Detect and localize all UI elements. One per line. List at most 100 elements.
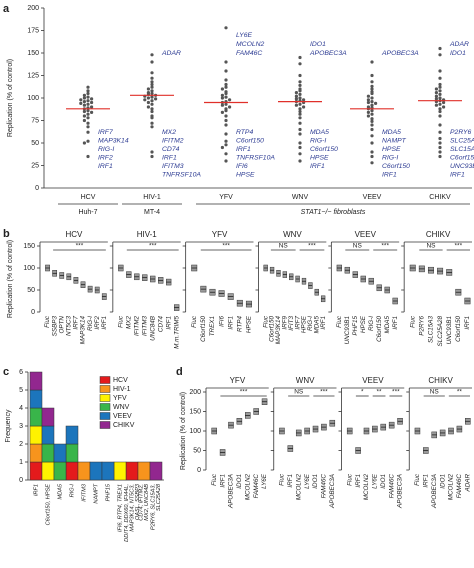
x-tick-label: SLC25A28 bbox=[156, 483, 162, 511]
data-point bbox=[86, 112, 90, 116]
data-point bbox=[438, 114, 442, 118]
gene-label: NAMPT bbox=[382, 137, 407, 144]
gene-label: HPSE bbox=[236, 171, 255, 178]
x-tick-label: IRF7 bbox=[73, 316, 80, 330]
x-tick-label: M.m.TRIM5 bbox=[173, 316, 180, 349]
x-tick-label: RIG-I bbox=[87, 316, 94, 331]
data-point bbox=[434, 97, 438, 101]
y-tick-label: 3 bbox=[19, 423, 23, 430]
bar-segment bbox=[29, 425, 43, 445]
panel-title: YFV bbox=[230, 376, 246, 385]
data-point bbox=[370, 134, 374, 138]
data-point bbox=[438, 53, 442, 57]
y-tick-label: 5 bbox=[19, 387, 23, 394]
data-point bbox=[298, 83, 302, 87]
gene-label: C6orf150 bbox=[382, 163, 410, 170]
data-point bbox=[86, 121, 90, 125]
gene-label: FAM46C bbox=[236, 50, 262, 57]
legend-label: WNV bbox=[113, 404, 130, 411]
x-tick-label: IDO1 bbox=[236, 474, 243, 489]
data-point bbox=[90, 100, 94, 105]
sig-label: NS bbox=[430, 389, 440, 396]
data-point bbox=[438, 145, 442, 150]
panel-title: CHIKV bbox=[428, 376, 453, 385]
data-point bbox=[150, 109, 154, 114]
bar-segment bbox=[29, 389, 43, 409]
data-point bbox=[438, 123, 442, 127]
gene-label: IDO1 bbox=[450, 50, 466, 57]
sig-label: ** bbox=[377, 389, 383, 396]
gene-label: ADAR bbox=[449, 41, 469, 48]
x-tick-label: CD74, IFITM2, bbox=[139, 484, 145, 521]
x-tick-label: LY6E bbox=[304, 473, 311, 489]
x-tick-label: IRF1 bbox=[464, 316, 471, 330]
x-tick-label: NAMPT bbox=[93, 483, 99, 503]
bar-segment bbox=[29, 443, 43, 463]
data-point bbox=[224, 159, 228, 163]
data-point bbox=[370, 84, 374, 88]
data-point bbox=[298, 96, 302, 100]
x-tick-label: FAM46C bbox=[456, 474, 463, 499]
y-tick-label: 0 bbox=[31, 309, 35, 316]
data-point bbox=[438, 92, 442, 96]
data-point bbox=[294, 103, 298, 107]
x-tick-label: HPSE bbox=[360, 315, 367, 333]
data-point bbox=[82, 114, 86, 118]
data-point bbox=[370, 117, 374, 121]
data-point bbox=[366, 100, 370, 105]
gene-label: IDO1 bbox=[310, 41, 326, 48]
data-point bbox=[298, 55, 302, 60]
panel-title: WNV bbox=[296, 376, 315, 385]
data-point bbox=[370, 154, 374, 159]
x-tick-label: FAM46C bbox=[253, 474, 260, 499]
data-point bbox=[150, 85, 154, 89]
data-point bbox=[90, 97, 94, 101]
data-point bbox=[438, 85, 442, 89]
legend-swatch bbox=[99, 376, 111, 384]
x-tick-label: IFI6 bbox=[218, 316, 225, 327]
group-label: WNV bbox=[292, 194, 309, 201]
data-point bbox=[438, 102, 442, 106]
x-tick-label: C6orf150 bbox=[200, 316, 207, 342]
data-point bbox=[224, 109, 228, 113]
bar-segment bbox=[41, 443, 55, 463]
gene-label: UNC93B1 bbox=[450, 163, 474, 170]
gene-label: TNFRSF10A bbox=[162, 171, 201, 178]
data-point bbox=[370, 109, 374, 113]
data-point bbox=[146, 87, 150, 91]
gene-label: IRF1 bbox=[310, 163, 325, 170]
cell-line-label: MT-4 bbox=[144, 209, 160, 216]
x-tick-label: MX2 bbox=[125, 316, 132, 329]
data-point bbox=[298, 145, 302, 150]
data-point bbox=[146, 100, 150, 105]
gene-label: SLC15A3 bbox=[450, 146, 474, 153]
data-point bbox=[438, 82, 442, 87]
data-point bbox=[438, 89, 442, 93]
bar-segment bbox=[125, 461, 139, 481]
legend-label: CHIKV bbox=[113, 422, 135, 429]
x-tick-label: IFITM3 bbox=[81, 483, 87, 502]
x-tick-label: IFIT3 bbox=[288, 316, 295, 331]
x-tick-label: PHF15 bbox=[105, 483, 111, 501]
bar-segment bbox=[29, 371, 43, 391]
data-point bbox=[366, 114, 370, 118]
sig-label: NS bbox=[426, 243, 436, 250]
y-tick-label: 100 bbox=[27, 95, 39, 102]
x-tick-label: MAP3K14 bbox=[80, 316, 87, 345]
data-point bbox=[79, 101, 83, 105]
data-point bbox=[366, 98, 370, 102]
x-tick-label: Fluc bbox=[414, 473, 421, 486]
x-tick-label: RTP4 bbox=[236, 316, 243, 332]
x-tick-label: HPSE bbox=[246, 315, 253, 333]
data-point bbox=[298, 62, 302, 66]
data-point bbox=[302, 105, 306, 109]
data-point bbox=[434, 87, 438, 91]
data-point bbox=[366, 110, 370, 114]
x-tick-label: P2RY6, SLC15A3, bbox=[151, 484, 157, 530]
x-tick-label: Fluc bbox=[279, 473, 286, 486]
data-point bbox=[298, 92, 302, 96]
bar-segment bbox=[101, 461, 115, 481]
gene-label: CD74 bbox=[162, 146, 180, 153]
x-tick-label: MDA5 bbox=[313, 316, 320, 334]
data-point bbox=[438, 141, 442, 145]
